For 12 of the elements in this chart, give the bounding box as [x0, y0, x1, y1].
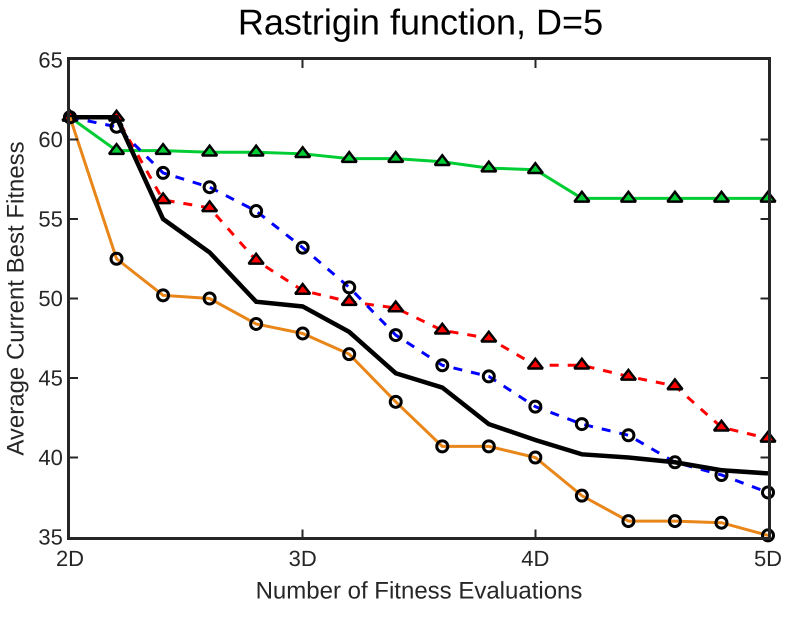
y-tick-label: 50: [38, 286, 63, 312]
x-tick-label: 5D: [754, 546, 782, 572]
y-tick-label: 65: [38, 48, 63, 73]
y-tick-label: 55: [38, 206, 63, 232]
y-axis-title: Average Current Best Fitness: [2, 141, 30, 456]
chart-title: Rastrigin function, D=5: [238, 2, 604, 43]
y-tick-label: 60: [38, 127, 63, 152]
y-tick-label: 45: [38, 366, 63, 391]
x-tick-label: 4D: [521, 546, 550, 572]
x-axis-title: Number of Fitness Evaluations: [256, 577, 582, 604]
y-tick-label: 40: [38, 445, 63, 470]
x-tick-label: 3D: [288, 546, 317, 572]
